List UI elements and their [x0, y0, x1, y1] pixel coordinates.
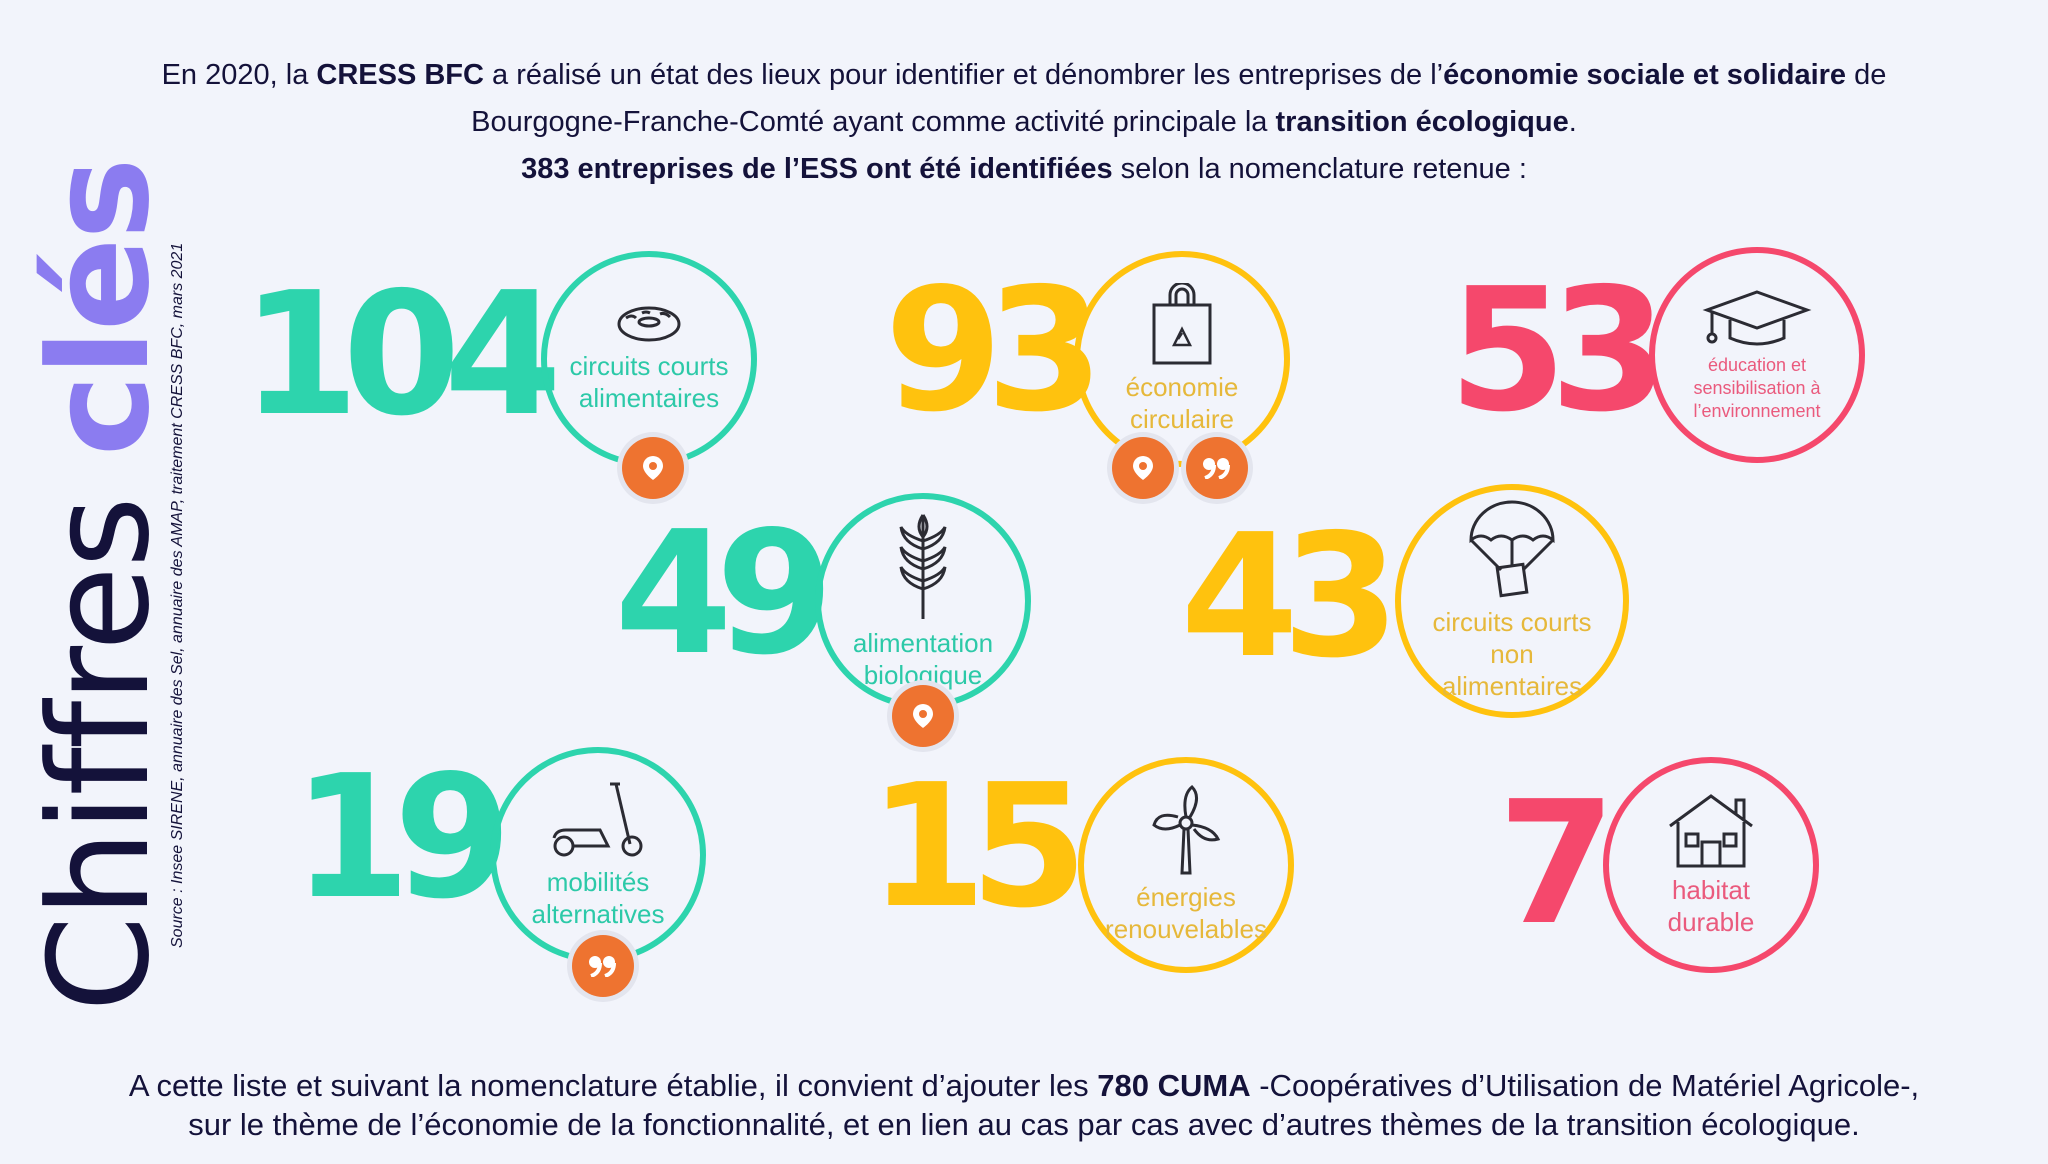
vertical-title: Chiffres clés	[19, 159, 180, 1012]
map-pin-icon	[1133, 456, 1153, 480]
stat-circle: éducation et sensibilisation à l’environ…	[1649, 247, 1865, 463]
intro-highlight: 383 entreprises de l’ESS ont été identif…	[521, 153, 1113, 185]
intro-highlight: transition écologique	[1275, 106, 1569, 138]
intro-text-part: .	[1568, 106, 1577, 138]
graduation-cap-icon	[1702, 289, 1812, 345]
intro-highlight: économie sociale et solidaire	[1443, 59, 1847, 91]
stat-value: 53	[1448, 252, 1668, 450]
intro-text-part: de	[1846, 59, 1887, 91]
stat-label: circuits courts non alimentaires	[1432, 607, 1592, 701]
stat-label: économie circulaire	[1125, 372, 1239, 434]
stat-label: énergies renouvelables	[1105, 882, 1267, 944]
intro-text-part: En 2020, la	[161, 59, 317, 91]
wind-turbine-icon	[1152, 785, 1221, 875]
intro-highlight: CRESS BFC	[316, 59, 484, 91]
outro-text: A cette liste et suivant la nomenclature…	[0, 1066, 2048, 1144]
stat-circle: circuits courts non alimentaires	[1395, 484, 1629, 718]
wheat-icon	[899, 514, 947, 619]
stat-label: éducation et sensibilisation à l’environ…	[1693, 354, 1821, 421]
map-pin-icon	[643, 456, 663, 480]
quote-badge[interactable]	[572, 935, 634, 997]
scooter-icon	[552, 782, 643, 857]
intro-text: En 2020, la CRESS BFC a réalisé un état …	[0, 52, 2048, 193]
donut-icon	[617, 306, 681, 342]
stat-value: 104	[241, 256, 562, 454]
stat-circle: énergies renouvelables	[1078, 757, 1294, 973]
intro-text-part: selon la nomenclature retenue :	[1112, 153, 1527, 185]
intro-text-part: Bourgogne-Franche-Comté ayant comme acti…	[471, 106, 1276, 138]
stat-value: 93	[884, 252, 1104, 450]
stat-value: 49	[614, 495, 834, 693]
source-note: Source : Insee SIRENE, annuaire des Sel,…	[169, 242, 186, 948]
outro-text-part: sur le thème de l’économie de la fonctio…	[188, 1107, 1860, 1142]
stat-circle: circuits courts alimentaires	[541, 251, 757, 467]
stat-label: circuits courts alimentaires	[569, 351, 729, 413]
stat-circle: économie circulaire	[1074, 251, 1290, 467]
stat-value: 15	[868, 748, 1088, 946]
quote-icon	[1203, 458, 1230, 479]
stat-circle: mobilités alternatives	[490, 747, 706, 963]
stat-label: mobilités alternatives	[531, 867, 665, 929]
map-pin-badge[interactable]	[622, 437, 684, 499]
map-pin-icon	[913, 704, 933, 728]
parachute-box-icon	[1469, 500, 1555, 598]
stat-value: 19	[292, 739, 512, 937]
stat-label: alimentation biologique	[852, 628, 994, 690]
outro-highlight: 780 CUMA	[1097, 1068, 1251, 1103]
title-accent: clés	[19, 159, 180, 457]
stat-value: 43	[1180, 498, 1400, 696]
stat-circle: habitat durable	[1603, 757, 1819, 973]
outro-text-part: -Coopératives d’Utilisation de Matériel …	[1250, 1068, 1920, 1103]
stat-value: 7	[1497, 765, 1616, 963]
outro-text-part: A cette liste et suivant la nomenclature…	[128, 1068, 1098, 1103]
house-icon	[1669, 794, 1753, 868]
title-part: Chiffres	[19, 456, 180, 1012]
intro-text-part: a réalisé un état des lieux pour identif…	[483, 59, 1444, 91]
quote-badge[interactable]	[1186, 437, 1248, 499]
quote-icon	[589, 956, 616, 977]
recycle-bag-icon	[1152, 283, 1212, 365]
map-pin-badge[interactable]	[892, 685, 954, 747]
map-pin-badge[interactable]	[1112, 437, 1174, 499]
stat-circle: alimentation biologique	[815, 493, 1031, 709]
stat-label: habitat durable	[1667, 875, 1755, 937]
